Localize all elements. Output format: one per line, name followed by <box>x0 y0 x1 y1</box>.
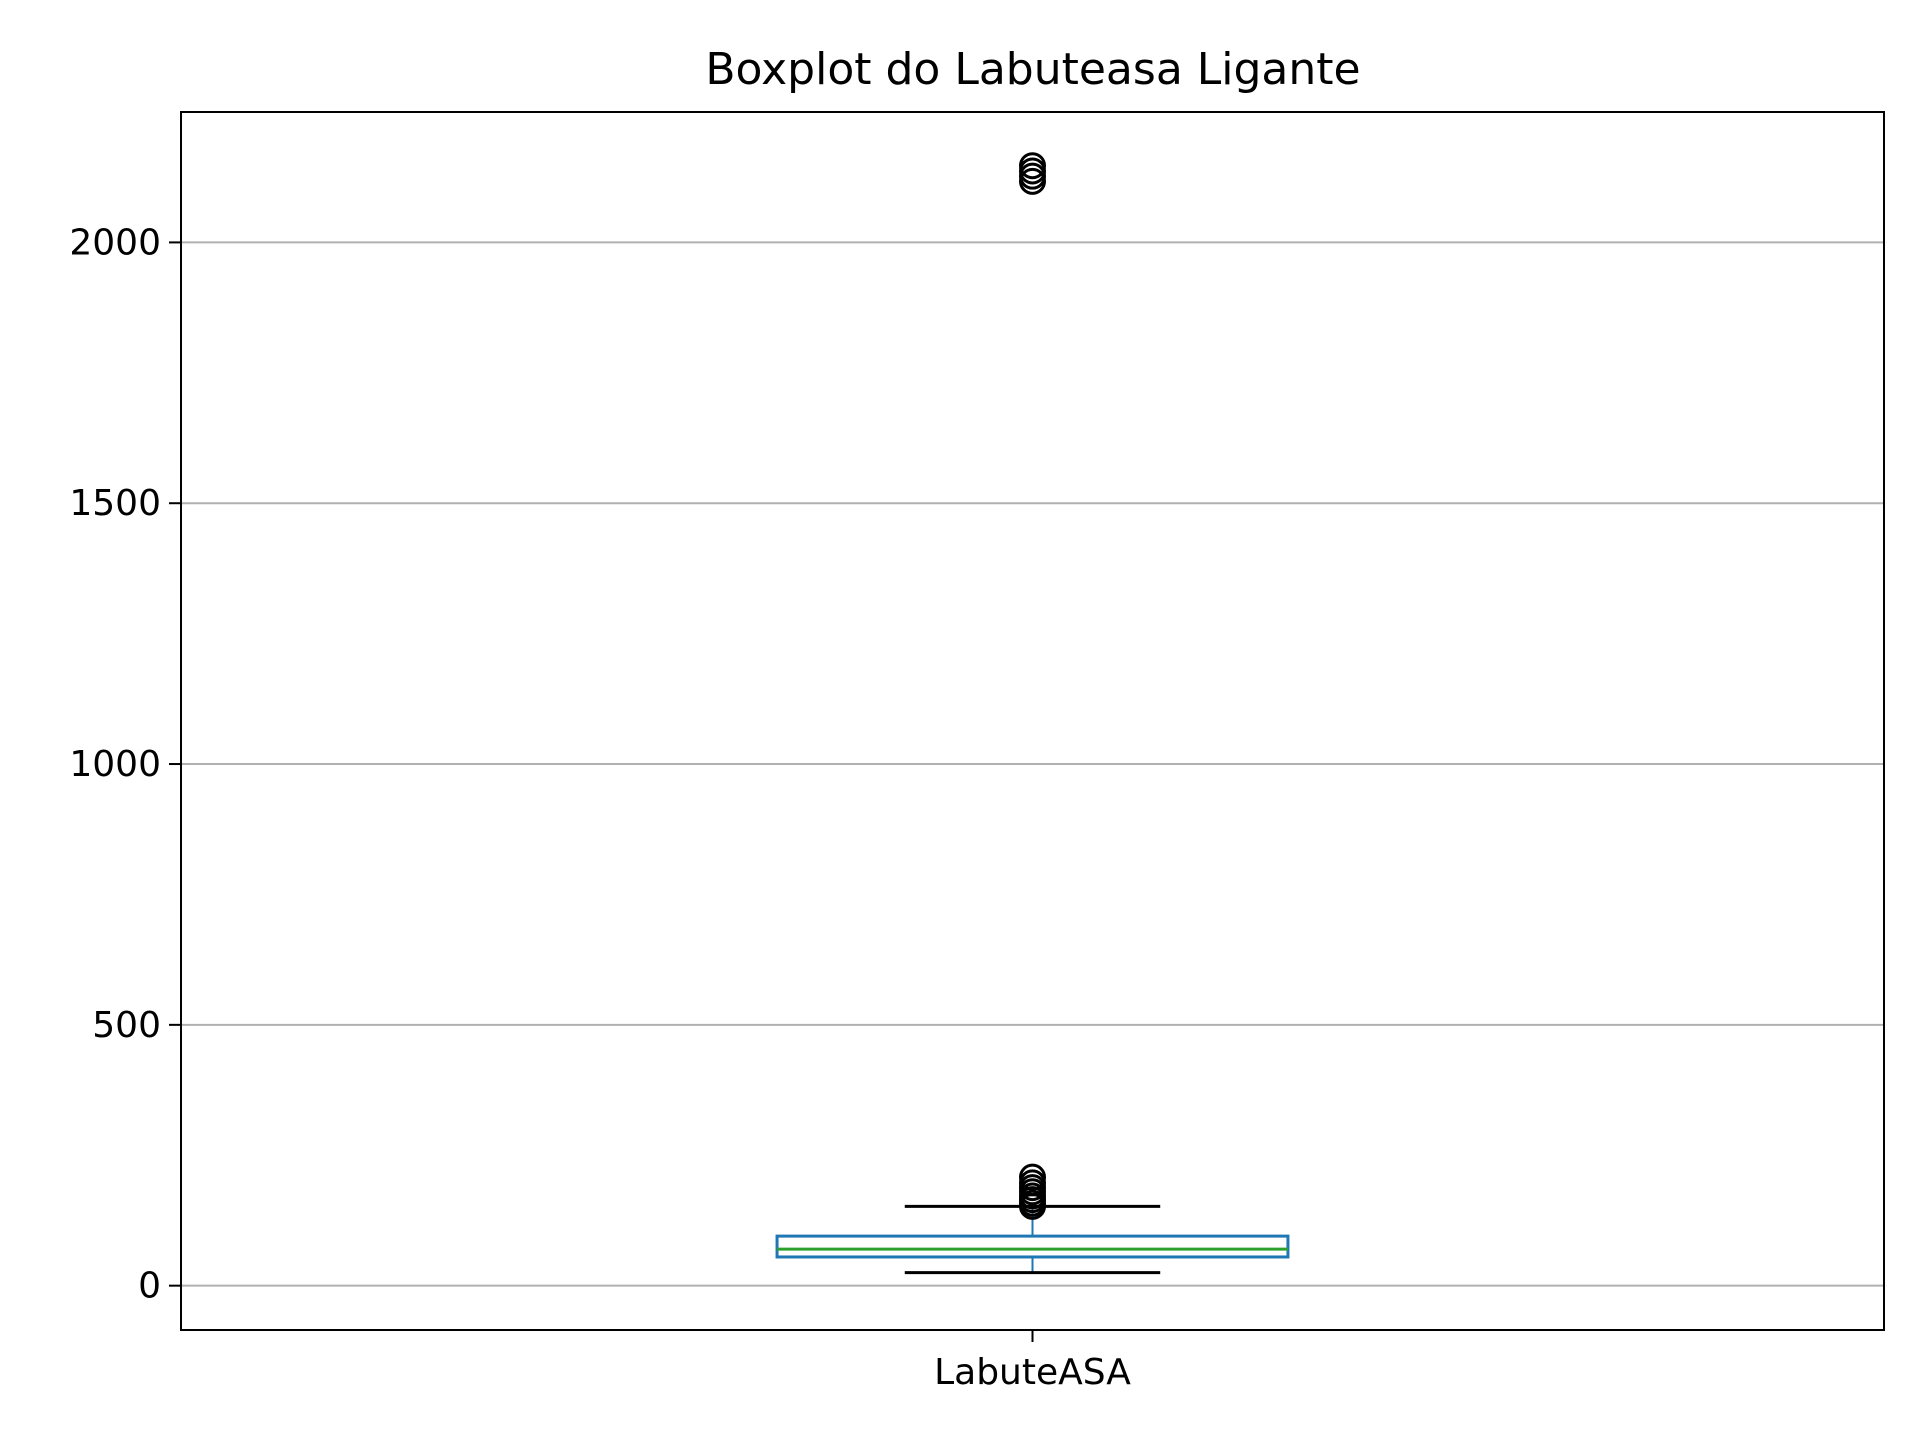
outlier-points <box>1019 152 1046 1220</box>
x-tick-label: LabuteASA <box>934 1352 1131 1393</box>
y-tick-label: 0 <box>138 1266 161 1307</box>
y-tick-label: 1500 <box>69 483 161 524</box>
grid-lines <box>181 241 1884 1287</box>
chart-title: Boxplot do Labuteasa Ligante <box>705 44 1360 95</box>
y-tick-label: 500 <box>92 1005 161 1046</box>
outlier-point <box>1019 1163 1046 1191</box>
outlier-point <box>1019 152 1046 180</box>
box-elements <box>775 1204 1290 1275</box>
y-tick-label: 2000 <box>69 222 161 263</box>
x-axis-ticks: LabuteASA <box>934 1330 1131 1393</box>
y-axis-ticks: 0 500 1000 1500 2000 <box>69 222 181 1307</box>
y-tick-label: 1000 <box>69 744 161 785</box>
plot-area-frame <box>180 111 1885 1331</box>
iqr-box <box>775 1234 1290 1259</box>
